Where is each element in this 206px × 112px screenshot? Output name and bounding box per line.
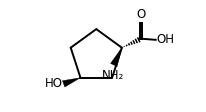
- Text: NH₂: NH₂: [102, 69, 124, 82]
- Text: OH: OH: [156, 33, 174, 46]
- Polygon shape: [111, 48, 122, 66]
- Polygon shape: [62, 78, 81, 87]
- Text: HO: HO: [44, 77, 63, 90]
- Text: O: O: [137, 8, 146, 21]
